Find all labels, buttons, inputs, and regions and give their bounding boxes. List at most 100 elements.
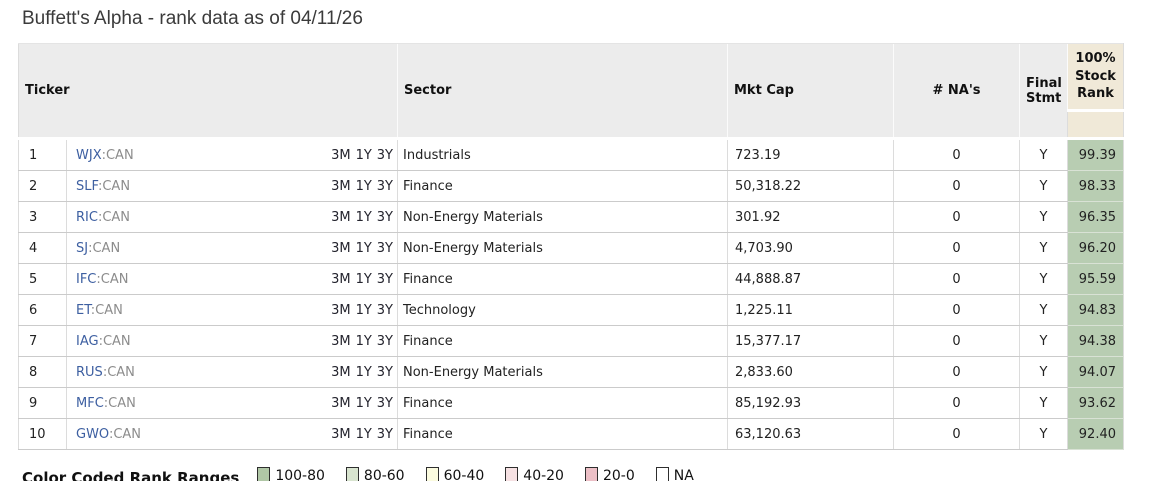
ticker-cell-content: ET:CAN 3M 1Y 3Y — [68, 302, 398, 318]
ticker-symbol: RUS:CAN — [76, 365, 135, 380]
period-link-3y[interactable]: 3Y — [376, 302, 393, 318]
ticker-cell: WJX:CAN 3M 1Y 3Y — [66, 138, 398, 171]
period-link-1y[interactable]: 1Y — [355, 364, 372, 380]
period-link-3y[interactable]: 3Y — [376, 209, 393, 225]
period-link-1y[interactable]: 1Y — [355, 426, 372, 442]
col-header-stock-rank[interactable]: 100% Stock Rank — [1067, 43, 1124, 112]
period-link-3y[interactable]: 3Y — [376, 395, 393, 411]
row-number-cell: 1 — [18, 138, 67, 171]
table-row: 3 RIC:CAN 3M 1Y 3Y Non-Energy Materials 301.92… — [18, 201, 1124, 233]
na-count-cell: 0 — [893, 418, 1020, 450]
legend-item-label: 100-80 — [275, 467, 325, 481]
ticker-link[interactable]: IFC — [76, 271, 97, 287]
period-link-1y[interactable]: 1Y — [355, 302, 372, 318]
ticker-link[interactable]: ET — [76, 302, 91, 318]
ticker-link[interactable]: GWO — [76, 426, 109, 442]
ticker-cell-content: MFC:CAN 3M 1Y 3Y — [68, 395, 398, 411]
final-stmt-cell: Y — [1019, 138, 1068, 171]
period-link-3m[interactable]: 3M — [331, 302, 351, 318]
ticker-link[interactable]: RIC — [76, 209, 98, 225]
row-number-cell: 8 — [18, 356, 67, 388]
period-link-3y[interactable]: 3Y — [376, 333, 393, 349]
ticker-link[interactable]: WJX — [76, 147, 102, 163]
stock-rank-cell: 98.33 — [1067, 170, 1124, 202]
ticker-symbol: SJ:CAN — [76, 241, 120, 256]
period-link-1y[interactable]: 1Y — [355, 209, 372, 225]
period-link-3m[interactable]: 3M — [331, 209, 351, 225]
col-header-final-stmt[interactable]: Final Stmt — [1019, 43, 1068, 140]
legend-item-label: 60-40 — [443, 467, 485, 481]
period-link-3m[interactable]: 3M — [331, 178, 351, 194]
col-header-na-count[interactable]: # NA's — [893, 43, 1020, 140]
table-row: 2 SLF:CAN 3M 1Y 3Y Finance 50,318.22 0 Y 98.33 — [18, 170, 1124, 202]
table-body: 1 WJX:CAN 3M 1Y 3Y Industrials 723.19 0 Y 99.39 2 S… — [18, 138, 1124, 450]
legend-item: NA — [655, 467, 694, 481]
ticker-suffix: :CAN — [96, 271, 129, 287]
period-links: 3M 1Y 3Y — [331, 334, 393, 349]
ticker-link[interactable]: MFC — [76, 395, 104, 411]
period-link-3y[interactable]: 3Y — [376, 178, 393, 194]
period-link-3m[interactable]: 3M — [331, 333, 351, 349]
ticker-link[interactable]: SJ — [76, 240, 89, 256]
period-link-3m[interactable]: 3M — [331, 426, 351, 442]
period-link-3m[interactable]: 3M — [331, 395, 351, 411]
sector-cell: Non-Energy Materials — [397, 356, 728, 388]
na-count-cell: 0 — [893, 138, 1020, 171]
ticker-symbol: WJX:CAN — [76, 148, 134, 163]
col-header-ticker[interactable]: Ticker — [18, 43, 398, 140]
period-links: 3M 1Y 3Y — [331, 427, 393, 442]
table-row: 6 ET:CAN 3M 1Y 3Y Technology 1,225.11 0 Y 94.83 — [18, 294, 1124, 326]
period-link-3m[interactable]: 3M — [331, 147, 351, 163]
period-link-3y[interactable]: 3Y — [376, 147, 393, 163]
period-link-3m[interactable]: 3M — [331, 271, 351, 287]
col-header-mkt-cap[interactable]: Mkt Cap — [727, 43, 894, 140]
legend-item-label: NA — [673, 467, 694, 481]
period-link-3m[interactable]: 3M — [331, 364, 351, 380]
final-stmt-cell: Y — [1019, 418, 1068, 450]
period-links: 3M 1Y 3Y — [331, 303, 393, 318]
ticker-cell-content: SJ:CAN 3M 1Y 3Y — [68, 241, 398, 256]
ticker-suffix: :CAN — [90, 302, 123, 318]
mkt-cap-cell: 4,703.90 — [727, 232, 894, 264]
legend-item: 40-20 — [505, 467, 564, 481]
row-number-cell: 10 — [18, 418, 67, 450]
ticker-link[interactable]: IAG — [76, 333, 99, 349]
period-link-3m[interactable]: 3M — [331, 240, 351, 256]
ticker-suffix: :CAN — [102, 364, 135, 380]
period-link-1y[interactable]: 1Y — [355, 240, 372, 256]
period-link-3y[interactable]: 3Y — [376, 426, 393, 442]
stock-rank-cell: 94.07 — [1067, 356, 1124, 388]
period-link-1y[interactable]: 1Y — [355, 178, 372, 194]
ticker-cell-content: IAG:CAN 3M 1Y 3Y — [68, 333, 398, 349]
table-row: 4 SJ:CAN 3M 1Y 3Y Non-Energy Materials 4,703.9… — [18, 232, 1124, 264]
ticker-suffix: :CAN — [97, 209, 131, 225]
mkt-cap-cell: 1,225.11 — [727, 294, 894, 326]
stock-rank-cell: 95.59 — [1067, 263, 1124, 295]
period-link-1y[interactable]: 1Y — [355, 395, 372, 411]
ticker-symbol: IFC:CAN — [76, 272, 128, 287]
final-stmt-cell: Y — [1019, 325, 1068, 357]
period-links: 3M 1Y 3Y — [331, 148, 393, 163]
col-header-sector[interactable]: Sector — [397, 43, 728, 140]
mkt-cap-cell: 2,833.60 — [727, 356, 894, 388]
ticker-cell: IFC:CAN 3M 1Y 3Y — [66, 263, 398, 295]
period-link-1y[interactable]: 1Y — [355, 333, 372, 349]
table-row: 9 MFC:CAN 3M 1Y 3Y Finance 85,192.93 0 Y 93.62 — [18, 387, 1124, 419]
stock-rank-cell: 99.39 — [1067, 138, 1124, 171]
legend-swatch-icon — [257, 467, 271, 481]
period-link-1y[interactable]: 1Y — [355, 271, 372, 287]
ticker-suffix: :CAN — [101, 147, 134, 163]
stock-rank-header-spacer — [1067, 109, 1124, 141]
row-number-cell: 7 — [18, 325, 67, 357]
legend-swatch-icon — [425, 467, 439, 481]
ticker-link[interactable]: RUS — [76, 364, 103, 380]
period-link-3y[interactable]: 3Y — [376, 271, 393, 287]
period-link-1y[interactable]: 1Y — [355, 147, 372, 163]
period-link-3y[interactable]: 3Y — [376, 364, 393, 380]
period-link-3y[interactable]: 3Y — [376, 240, 393, 256]
legend-item: 80-60 — [345, 467, 405, 481]
period-links: 3M 1Y 3Y — [331, 241, 393, 256]
ticker-link[interactable]: SLF — [76, 178, 98, 194]
row-number-cell: 6 — [18, 294, 67, 326]
